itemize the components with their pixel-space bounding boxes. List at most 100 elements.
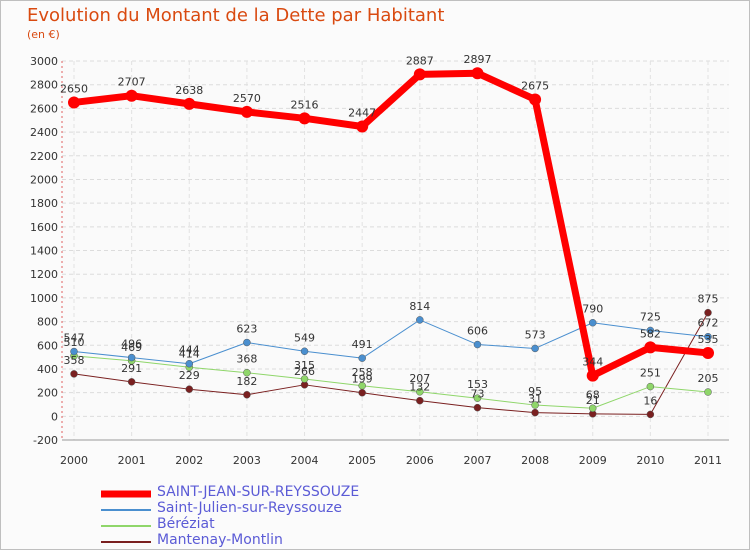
- legend-label: Mantenay-Montlin: [157, 532, 283, 548]
- data-label: 444: [179, 344, 200, 357]
- x-tick-label: 2008: [521, 454, 549, 467]
- y-tick-label: 2800: [30, 79, 58, 92]
- data-point: [413, 68, 426, 81]
- x-tick-label: 2007: [463, 454, 491, 467]
- x-tick-label: 2011: [694, 454, 722, 467]
- data-point: [240, 105, 253, 118]
- data-point: [473, 394, 482, 402]
- data-label: 2707: [118, 76, 146, 89]
- x-tick-label: 2000: [60, 454, 88, 467]
- data-label: 814: [409, 300, 430, 313]
- data-point: [183, 97, 196, 110]
- data-point: [473, 340, 482, 349]
- x-tick-label: 2001: [118, 454, 146, 467]
- data-label: 68: [586, 388, 600, 401]
- legend-label: Béréziat: [157, 516, 215, 532]
- y-tick-label: 1400: [30, 245, 58, 258]
- data-point: [243, 368, 251, 377]
- data-point: [704, 332, 712, 341]
- y-tick-label: 2200: [30, 150, 58, 163]
- data-label: 21: [586, 394, 600, 407]
- x-tick-label: 2005: [348, 454, 376, 467]
- data-point: [531, 408, 539, 417]
- data-label: 510: [64, 336, 85, 349]
- y-tick-label: 2600: [30, 102, 58, 115]
- data-point: [646, 326, 655, 335]
- y-tick-label: -200: [33, 434, 58, 447]
- legend: SAINT-JEAN-SUR-REYSSOUZE Saint-Julien-sur…: [101, 484, 481, 550]
- data-label: 344: [582, 356, 603, 369]
- data-label: 2570: [233, 92, 261, 105]
- data-label: 73: [470, 388, 484, 401]
- data-point: [68, 96, 80, 109]
- data-label: 875: [698, 293, 719, 306]
- y-tick-label: 2400: [30, 126, 58, 139]
- data-label: 606: [467, 325, 488, 338]
- y-tick-label: 3000: [30, 55, 58, 68]
- data-point: [471, 67, 484, 80]
- data-label: 623: [236, 323, 257, 336]
- data-point: [243, 338, 251, 347]
- data-point: [185, 385, 194, 393]
- data-point: [70, 347, 78, 356]
- data-point: [416, 316, 424, 324]
- data-point: [588, 404, 597, 413]
- data-point: [704, 388, 712, 396]
- data-label: 414: [179, 347, 200, 360]
- data-label: 2638: [175, 84, 203, 97]
- y-tick-label: 400: [37, 363, 58, 376]
- data-label: 725: [640, 310, 661, 323]
- data-label: 672: [698, 317, 719, 330]
- data-point: [416, 388, 424, 396]
- data-label: 358: [64, 354, 85, 367]
- legend-item: Saint-Julien-sur-Reyssouze: [101, 500, 481, 518]
- data-point: [586, 369, 599, 382]
- data-label: 95: [528, 385, 542, 398]
- data-point: [125, 89, 138, 102]
- data-label: 368: [236, 353, 257, 366]
- legend-swatch: [101, 525, 151, 527]
- x-tick-label: 2010: [636, 454, 664, 467]
- data-point: [529, 93, 542, 106]
- data-label: 491: [352, 338, 373, 351]
- data-label: 549: [294, 331, 315, 344]
- data-point: [300, 375, 309, 383]
- data-point: [646, 382, 655, 391]
- series-line: [73, 319, 709, 365]
- x-tick-label: 2004: [291, 454, 319, 467]
- x-tick-label: 2006: [406, 454, 434, 467]
- y-tick-label: 800: [37, 316, 58, 329]
- data-point: [358, 382, 366, 390]
- data-point: [416, 396, 424, 405]
- data-label: 315: [294, 359, 315, 372]
- data-label: 582: [640, 327, 661, 340]
- data-label: 207: [409, 372, 430, 385]
- data-label: 469: [121, 341, 142, 354]
- y-tick-label: 1600: [30, 221, 58, 234]
- data-point: [356, 120, 369, 133]
- x-tick-label: 2002: [175, 454, 203, 467]
- data-label: 573: [525, 328, 546, 341]
- data-label: 199: [352, 373, 373, 386]
- data-point: [298, 112, 311, 125]
- legend-swatch: [101, 541, 151, 543]
- data-label: 31: [528, 393, 542, 406]
- legend-label: SAINT-JEAN-SUR-REYSSOUZE: [157, 484, 360, 500]
- chart-title: Evolution du Montant de la Dette par Hab…: [27, 5, 445, 26]
- legend-swatch: [101, 509, 151, 511]
- data-label: 535: [698, 333, 719, 346]
- legend-item: Mantenay-Montlin: [101, 532, 481, 550]
- chart-subtitle: (en €): [27, 28, 60, 41]
- data-point: [588, 318, 597, 327]
- data-label: 2516: [291, 98, 319, 111]
- x-tick-label: 2009: [579, 454, 607, 467]
- series-line: [73, 355, 709, 409]
- data-label: 153: [467, 378, 488, 391]
- data-point: [644, 341, 657, 354]
- data-label: 2887: [406, 54, 434, 67]
- y-tick-label: 1000: [30, 292, 58, 305]
- y-tick-label: 200: [37, 387, 58, 400]
- data-label: 182: [236, 375, 257, 388]
